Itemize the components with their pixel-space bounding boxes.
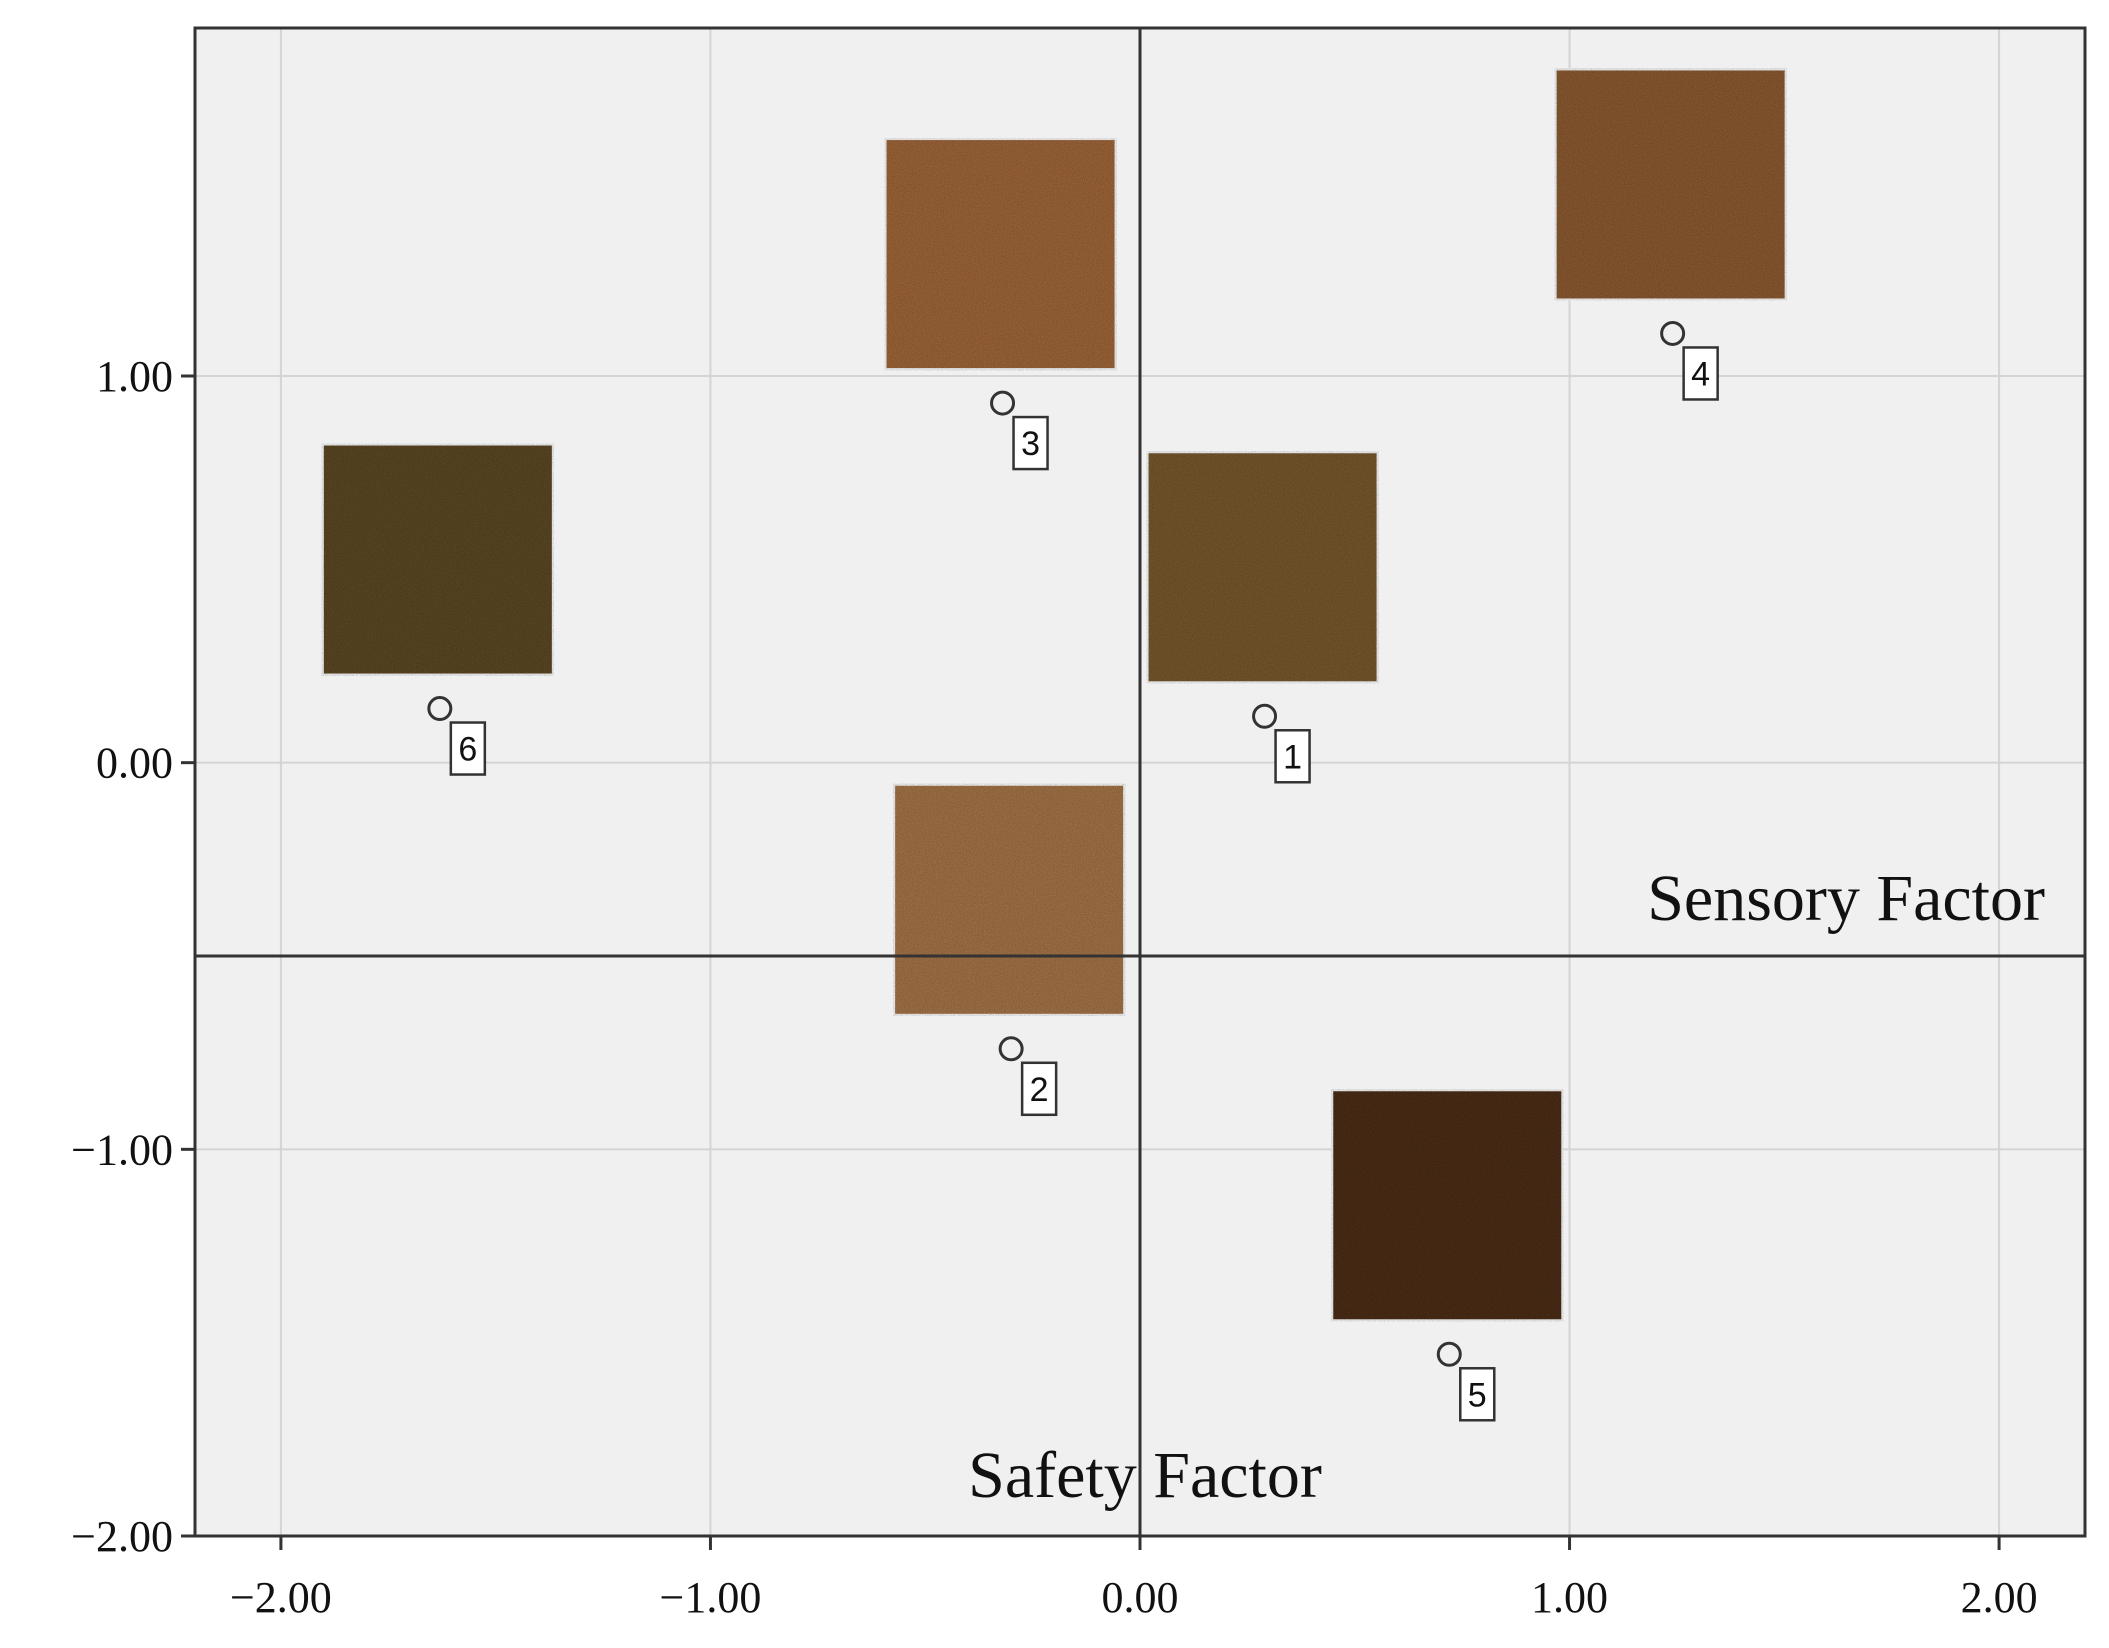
sample-swatch-4 [1552, 66, 1789, 303]
point-label-box-5 [1459, 1367, 1496, 1422]
y-tick-label-1: −1.00 [71, 1125, 173, 1174]
sample-swatch-5 [1329, 1087, 1566, 1324]
sample-swatch-1 [1144, 449, 1381, 686]
y-tick-label-2: 0.00 [96, 739, 173, 788]
sample-swatches [319, 66, 1789, 1324]
point-label-box-2 [1020, 1061, 1058, 1117]
point-marker-6 [427, 696, 453, 722]
sample-swatch-6 [319, 441, 556, 678]
point-label-box-3 [1012, 415, 1049, 471]
y-tick-label-3: 1.00 [96, 352, 173, 401]
y-tick-label-0: −2.00 [71, 1512, 173, 1561]
point-marker-1 [1252, 703, 1278, 729]
point-marker-5 [1436, 1341, 1462, 1367]
sample-swatch-2 [891, 781, 1128, 1018]
point-label-box-4 [1682, 346, 1719, 401]
point-label-5: 5 [1468, 1376, 1487, 1414]
point-label-6: 6 [458, 731, 477, 769]
point-label-4: 4 [1691, 355, 1710, 393]
reference-lines [195, 28, 2085, 1536]
axes-frame [181, 26, 2087, 1550]
point-label-1: 1 [1283, 738, 1302, 776]
data-points: 1 2 3 4 5 6 [427, 320, 1719, 1422]
point-marker-2 [998, 1036, 1024, 1062]
x-tick-label-1: −1.00 [660, 1573, 762, 1622]
point-label-3: 3 [1021, 425, 1040, 463]
point-label-box-1 [1274, 729, 1311, 784]
point-label-box-6 [449, 721, 487, 776]
x-tick-label-3: 1.00 [1531, 1573, 1608, 1622]
x-tick-label-2: 0.00 [1102, 1573, 1179, 1622]
x-tick-label-0: −2.00 [230, 1573, 332, 1622]
point-label-2: 2 [1030, 1071, 1049, 1109]
x-tick-label-4: 2.00 [1961, 1573, 2038, 1622]
x-axis-title: Sensory Factor [1647, 862, 2045, 935]
sample-swatch-3 [882, 136, 1119, 373]
point-marker-4 [1660, 320, 1686, 346]
y-axis-title: Safety Factor [968, 1439, 1322, 1512]
point-marker-3 [990, 390, 1016, 416]
tick-labels: −2.00 −1.00 0.00 1.00 2.00 −2.00 −1.00 0.00 1.00 [71, 352, 2037, 1622]
